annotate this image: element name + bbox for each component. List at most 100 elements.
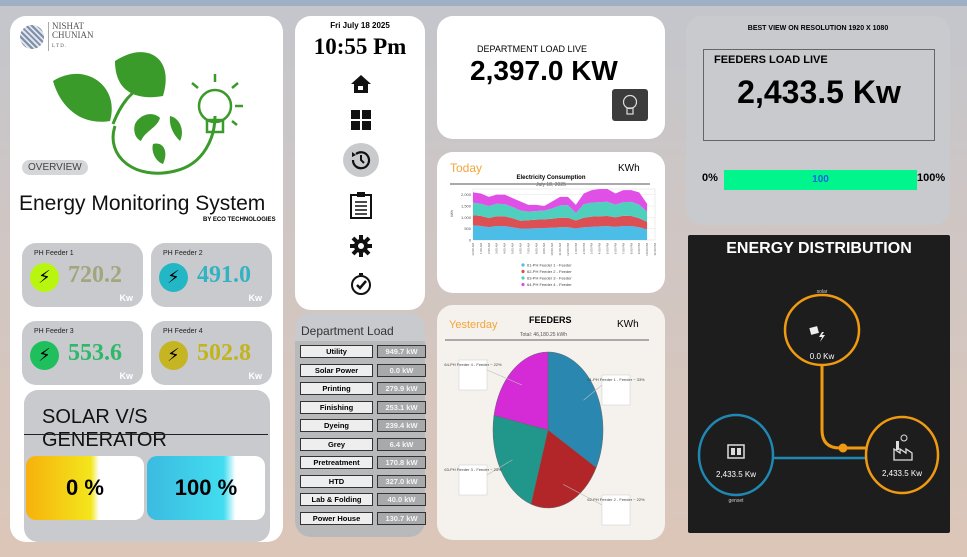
y-axis-label: kWh: [450, 210, 454, 217]
x-tick-label: 2:00 PM: [582, 243, 586, 255]
department-value: 327.0 kW: [377, 474, 426, 488]
progress-min: 0%: [702, 172, 718, 184]
today-consumption-panel: Today KWh Electricity Consumption July 1…: [437, 152, 665, 293]
dashboard-icon[interactable]: [345, 106, 377, 134]
yesterday-unit: KWh: [617, 319, 639, 330]
solar-vs-generator-title: SOLAR V/S GENERATOR: [42, 406, 167, 451]
history-icon[interactable]: [343, 143, 379, 177]
solar-vs-generator-panel: SOLAR V/S GENERATOR 0 % 100 %: [24, 390, 270, 542]
genset-value: 2,433.5 Kw: [715, 470, 757, 479]
department-row: Power House 130.7 kW: [300, 511, 426, 525]
department-row: Pretreatment 170.8 kW: [300, 456, 426, 469]
x-tick-label: 1:00 PM: [574, 243, 578, 255]
legend-marker: [521, 263, 525, 267]
feeder-unit: Kw: [119, 371, 134, 381]
y-tick-label: 500: [464, 226, 471, 231]
junction-dot: [838, 443, 848, 453]
feeder-label: PH Feeder 4: [163, 328, 203, 335]
feeder-label: PH Feeder 2: [163, 250, 203, 257]
department-name: Grey: [300, 437, 373, 451]
department-name: Power House: [300, 511, 373, 525]
feeder-unit: Kw: [248, 371, 263, 381]
solar-percentage-tile: 0 %: [26, 456, 144, 520]
x-tick-label: 7:00 PM: [621, 243, 625, 255]
x-tick-label: 12:00 AM: [471, 243, 475, 256]
home-icon[interactable]: [345, 70, 377, 98]
load-node: [864, 415, 940, 495]
department-row: Dyeing 239.4 kW: [300, 419, 426, 432]
x-tick-label: 8:00 AM: [534, 243, 538, 255]
x-tick-label: 12:00 PM: [566, 243, 570, 256]
x-tick-label: 5:00 AM: [511, 243, 515, 255]
solar-node: [783, 293, 861, 367]
pie-title: FEEDERS: [529, 315, 572, 325]
genset-label: genset: [728, 498, 744, 504]
legend-entry: 61-PH Feeder 1 - Feeder: [527, 263, 572, 268]
department-name: Lab & Folding: [300, 493, 373, 506]
pie-slice-4: [493, 351, 549, 431]
department-load-title: Department Load: [301, 324, 394, 338]
x-tick-label: 4:00 AM: [503, 243, 507, 255]
x-tick-label: 10:00 AM: [550, 243, 554, 256]
bulb-icon: [622, 94, 638, 115]
legend-marker: [521, 269, 525, 274]
lightning-icon: ⚡︎: [30, 341, 59, 370]
overview-badge[interactable]: OVERVIEW: [22, 160, 88, 175]
pie-slice-label: 64-PH Feeder 4 - Feeder ~ 22%: [444, 362, 502, 367]
pie-label-box: [601, 374, 631, 406]
chart-subtitle: July 18, 2025: [536, 182, 566, 188]
feeder-value: 491.0: [197, 262, 251, 288]
factory-icon: [893, 434, 913, 461]
department-row: Finishing 253.1 kW: [300, 400, 426, 414]
solar-value: 0.0 Kw: [809, 352, 835, 361]
pie-slice-label: 61-PH Feeder 1 - Feeder ~ 33%: [587, 377, 645, 382]
yesterday-feeders-panel: Yesterday FEEDERS KWh Total: 46,180.25 k…: [437, 305, 665, 540]
feeder-unit: Kw: [119, 293, 134, 303]
department-name: Solar Power: [300, 363, 373, 377]
x-tick-label: 9:00 AM: [542, 243, 546, 255]
department-name: Utility: [300, 345, 373, 358]
department-name: HTD: [300, 474, 373, 488]
company-logo: NISHAT CHUNIAN L T D .: [20, 22, 94, 51]
yesterday-label: Yesterday: [449, 319, 498, 331]
generator-percentage-tile: 100 %: [147, 456, 265, 520]
eco-energy-illustration: [53, 52, 243, 175]
y-tick-label: 2,000: [461, 192, 472, 197]
y-tick-label: 1,000: [461, 215, 472, 220]
pie-leader-line: [563, 484, 603, 506]
department-value: 279.9 kW: [377, 382, 426, 395]
settings-icon[interactable]: [345, 232, 377, 260]
x-tick-label: 11:00 AM: [558, 242, 562, 255]
x-tick-label: 6:00 AM: [518, 243, 522, 255]
byline: BY ECO TECHNOLOGIES: [203, 217, 276, 223]
bulb-button[interactable]: [612, 89, 648, 121]
chart-title: Electricity Consumption: [516, 175, 586, 181]
clipboard-icon[interactable]: [345, 191, 377, 219]
electricity-consumption-area-chart: 0 500 1,000 1,500 2,000 kWh 12:00 AM 1:00 AM 2:0…: [450, 188, 657, 287]
y-tick-label: 1,500: [461, 204, 472, 209]
x-tick-label: 3:00 AM: [495, 243, 499, 255]
department-row: Utility 949.7 kW: [300, 345, 426, 358]
area-series-4: [473, 189, 648, 214]
area-series-3: [473, 201, 648, 222]
department-row: Grey 6.4 kW: [300, 437, 426, 451]
department-name: Finishing: [300, 400, 373, 414]
pie-subtitle: Total: 46,180.25 kWh: [520, 332, 567, 338]
x-tick-label: 7:00 AM: [526, 243, 530, 255]
divider: [24, 434, 268, 435]
department-name: Dyeing: [300, 419, 373, 432]
department-row: Lab & Folding 40.0 kW: [300, 493, 426, 506]
department-row: Printing 279.9 kW: [300, 382, 426, 395]
feeder-card-3: PH Feeder 3 ⚡︎ 553.6 Kw: [22, 321, 143, 385]
page-title: Energy Monitoring System: [19, 192, 266, 215]
feeder-card-4: PH Feeder 4 ⚡︎ 502.8 Kw: [151, 321, 272, 385]
solar-percentage: 0 %: [66, 475, 104, 500]
feeders-load-value: 2,433.5 Kw: [737, 74, 901, 110]
area-series-1: [473, 225, 648, 240]
timer-check-icon[interactable]: [345, 270, 377, 298]
x-tick-label: 3:00 PM: [590, 243, 594, 255]
legend-entry: 62-PH Feeder 2 - Feeder: [527, 269, 572, 274]
x-tick-label: 8:00 PM: [629, 243, 633, 255]
genset-node: [697, 413, 775, 497]
department-value: 170.8 kW: [377, 456, 426, 469]
